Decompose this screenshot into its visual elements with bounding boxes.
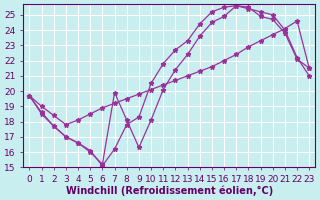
X-axis label: Windchill (Refroidissement éolien,°C): Windchill (Refroidissement éolien,°C) bbox=[66, 185, 273, 196]
